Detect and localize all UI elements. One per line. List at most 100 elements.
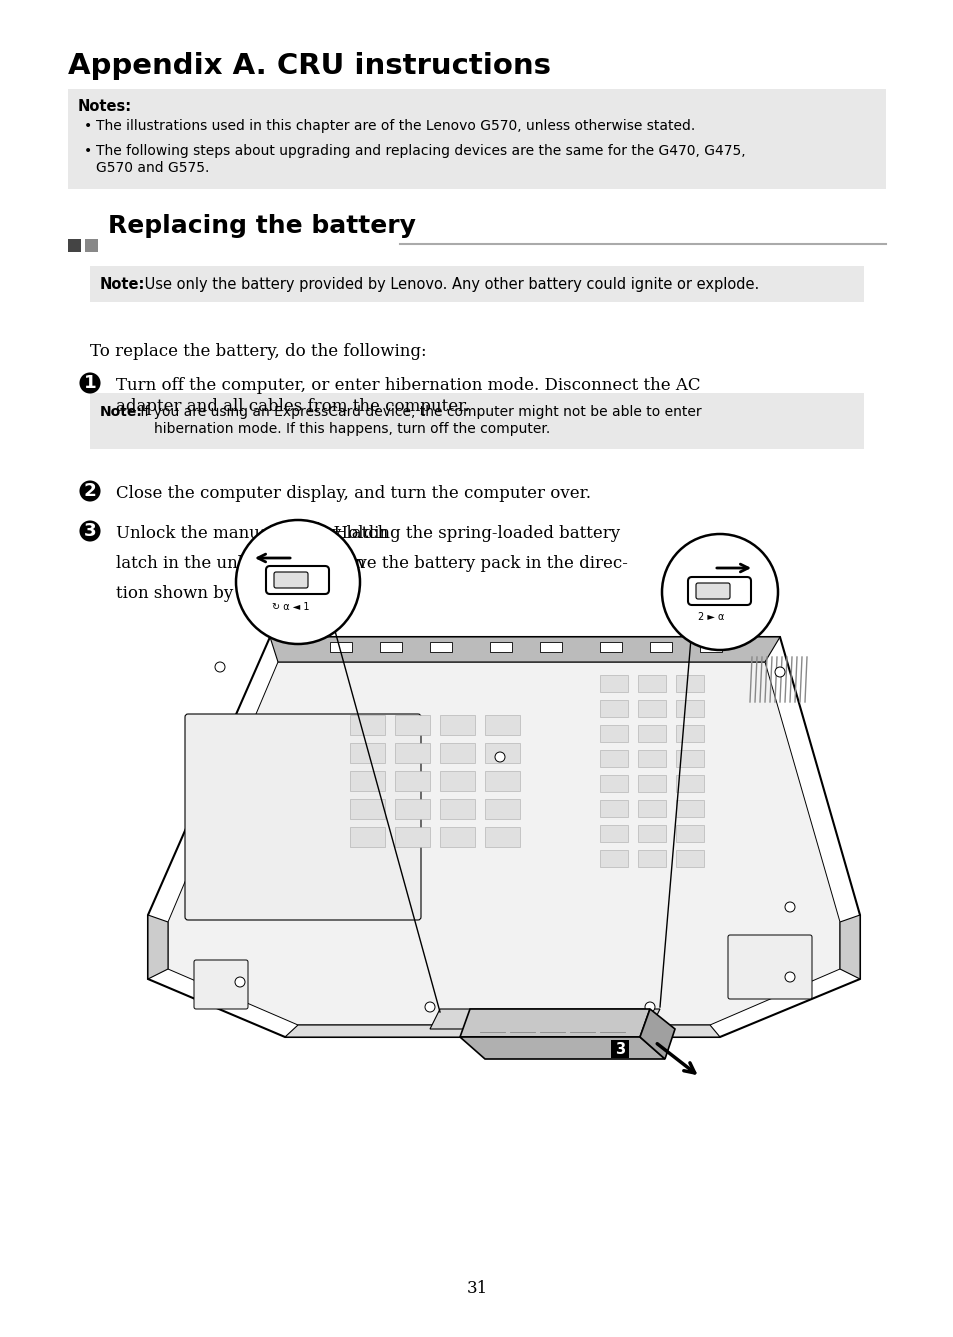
FancyBboxPatch shape: [484, 715, 519, 735]
FancyBboxPatch shape: [687, 578, 750, 606]
FancyBboxPatch shape: [638, 725, 665, 742]
FancyBboxPatch shape: [484, 800, 519, 820]
FancyBboxPatch shape: [68, 90, 885, 189]
FancyBboxPatch shape: [599, 750, 627, 767]
Polygon shape: [168, 662, 840, 1025]
Text: 1: 1: [306, 523, 315, 537]
Text: adapter and all cables from the computer.: adapter and all cables from the computer…: [116, 398, 469, 414]
FancyBboxPatch shape: [439, 715, 475, 735]
Text: Close the computer display, and turn the computer over.: Close the computer display, and turn the…: [116, 485, 590, 501]
FancyBboxPatch shape: [676, 825, 703, 842]
FancyBboxPatch shape: [599, 725, 627, 742]
Circle shape: [235, 520, 359, 644]
Polygon shape: [840, 915, 859, 979]
Text: 2: 2: [286, 554, 295, 567]
FancyBboxPatch shape: [439, 828, 475, 848]
FancyBboxPatch shape: [611, 1040, 628, 1058]
Text: 1: 1: [84, 374, 96, 392]
Text: Unlock the manual battery latch: Unlock the manual battery latch: [116, 525, 393, 541]
FancyBboxPatch shape: [302, 521, 318, 537]
FancyBboxPatch shape: [676, 800, 703, 817]
Circle shape: [644, 1001, 655, 1012]
FancyBboxPatch shape: [68, 239, 81, 251]
FancyBboxPatch shape: [490, 642, 512, 652]
FancyBboxPatch shape: [350, 715, 385, 735]
Circle shape: [495, 751, 504, 762]
Text: 1: 1: [269, 550, 278, 563]
Polygon shape: [430, 1009, 659, 1029]
FancyBboxPatch shape: [638, 800, 665, 817]
Text: 31: 31: [466, 1280, 487, 1297]
FancyBboxPatch shape: [676, 701, 703, 717]
Text: latch in the unlocked position: latch in the unlocked position: [116, 555, 370, 572]
Polygon shape: [270, 636, 780, 662]
Polygon shape: [148, 915, 168, 979]
FancyBboxPatch shape: [638, 675, 665, 693]
Polygon shape: [459, 1038, 664, 1059]
FancyBboxPatch shape: [484, 828, 519, 848]
FancyBboxPatch shape: [676, 750, 703, 767]
Circle shape: [79, 480, 100, 501]
Polygon shape: [285, 1025, 720, 1038]
Text: •: •: [84, 119, 92, 132]
Text: To replace the battery, do the following:: To replace the battery, do the following…: [90, 344, 426, 360]
FancyBboxPatch shape: [599, 642, 621, 652]
FancyBboxPatch shape: [539, 642, 561, 652]
FancyBboxPatch shape: [330, 642, 352, 652]
Polygon shape: [639, 1009, 675, 1059]
FancyBboxPatch shape: [379, 642, 401, 652]
Text: Appendix A. CRU instructions: Appendix A. CRU instructions: [68, 52, 551, 80]
Text: tion shown by the arrow: tion shown by the arrow: [116, 586, 326, 602]
FancyBboxPatch shape: [350, 743, 385, 763]
FancyBboxPatch shape: [430, 642, 452, 652]
FancyBboxPatch shape: [350, 771, 385, 792]
FancyBboxPatch shape: [599, 701, 627, 717]
FancyBboxPatch shape: [696, 583, 729, 599]
Text: G570 and G575.: G570 and G575.: [96, 160, 209, 175]
FancyBboxPatch shape: [599, 800, 627, 817]
FancyBboxPatch shape: [649, 642, 671, 652]
FancyBboxPatch shape: [439, 743, 475, 763]
FancyBboxPatch shape: [90, 393, 863, 449]
FancyBboxPatch shape: [676, 675, 703, 693]
FancyBboxPatch shape: [266, 548, 282, 564]
FancyBboxPatch shape: [484, 771, 519, 792]
FancyBboxPatch shape: [638, 775, 665, 792]
Circle shape: [214, 662, 225, 673]
FancyBboxPatch shape: [395, 743, 430, 763]
FancyBboxPatch shape: [638, 750, 665, 767]
Text: If you are using an ExpressCard device, the computer might not be able to enter: If you are using an ExpressCard device, …: [136, 405, 700, 418]
Text: . Holding the spring-loaded battery: . Holding the spring-loaded battery: [322, 525, 619, 541]
Text: Note:: Note:: [100, 277, 145, 291]
Text: 2 ► α: 2 ► α: [698, 612, 723, 622]
FancyBboxPatch shape: [350, 800, 385, 820]
FancyBboxPatch shape: [676, 775, 703, 792]
Text: hibernation mode. If this happens, turn off the computer.: hibernation mode. If this happens, turn …: [153, 422, 550, 436]
Text: Replacing the battery: Replacing the battery: [108, 214, 416, 238]
Text: Use only the battery provided by Lenovo. Any other battery could ignite or explo: Use only the battery provided by Lenovo.…: [140, 277, 759, 291]
FancyBboxPatch shape: [700, 642, 721, 652]
Text: , remove the battery pack in the direc-: , remove the battery pack in the direc-: [302, 555, 627, 572]
Text: 2: 2: [84, 483, 96, 500]
Text: Turn off the computer, or enter hibernation mode. Disconnect the AC: Turn off the computer, or enter hibernat…: [116, 377, 700, 394]
Polygon shape: [459, 1009, 649, 1038]
FancyBboxPatch shape: [727, 935, 811, 999]
FancyBboxPatch shape: [395, 800, 430, 820]
FancyBboxPatch shape: [185, 714, 420, 920]
FancyBboxPatch shape: [638, 825, 665, 842]
FancyBboxPatch shape: [439, 771, 475, 792]
Polygon shape: [148, 636, 859, 1038]
FancyBboxPatch shape: [350, 828, 385, 848]
FancyBboxPatch shape: [676, 850, 703, 866]
Circle shape: [784, 972, 794, 981]
FancyBboxPatch shape: [255, 582, 272, 598]
Text: •: •: [84, 144, 92, 158]
FancyBboxPatch shape: [85, 239, 98, 251]
FancyBboxPatch shape: [395, 715, 430, 735]
Circle shape: [79, 373, 100, 393]
FancyBboxPatch shape: [599, 675, 627, 693]
Circle shape: [661, 533, 778, 650]
FancyBboxPatch shape: [638, 850, 665, 866]
Text: Note:: Note:: [100, 405, 143, 418]
FancyBboxPatch shape: [266, 566, 329, 594]
